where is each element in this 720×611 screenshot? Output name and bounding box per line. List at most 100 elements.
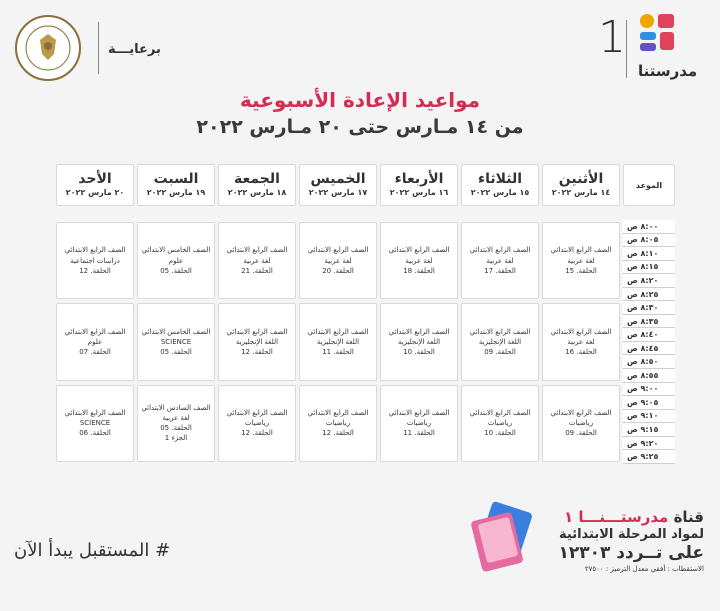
lesson-cell: الصف الرابع الابتدائي لغة عربية الحلقة. 20 bbox=[299, 222, 377, 300]
page-subtitle: من ١٤ مـارس حتى ٢٠ مـارس ٢٠٢٢ bbox=[196, 116, 524, 138]
lesson-cell: الصف الرابع الابتدائي رياضيات الحلقة. 10 bbox=[461, 384, 539, 462]
lesson-line: الحلقة. 16 bbox=[565, 347, 597, 356]
lesson-line: الحلقة. 12 bbox=[241, 429, 273, 438]
lesson-cell: الصف الخامس الابتدائي علوم الحلقة. 05 bbox=[137, 222, 215, 300]
lesson-line: الحلقة. 11 bbox=[403, 429, 435, 438]
day-date: ١٤ مارس ٢٠٢٢ bbox=[551, 187, 611, 197]
lesson-cell: الصف الرابع الابتدائي علوم الحلقة. 07 bbox=[56, 303, 134, 381]
page-title: مواعيد الإعادة الأسبوعية bbox=[239, 88, 481, 112]
lesson-cell: الصف الرابع الابتدائي رياضيات الحلقة. 09 bbox=[542, 384, 620, 462]
lesson-cell: الصف الرابع الابتدائي لغة عربية الحلقة. 17 bbox=[461, 222, 539, 300]
logo-blocks-icon bbox=[640, 14, 688, 54]
lesson-cell: الصف الرابع الابتدائي اللغة الإنجليزية الح… bbox=[461, 303, 539, 381]
lesson-line: الحلقة. 20 bbox=[322, 266, 354, 275]
schedule-table: الموعد الأثنين ١٤ مارس ٢٠٢٢ الثلاثاء ١٥ مار… bbox=[56, 164, 675, 464]
lesson-line: اللغة الإنجليزية bbox=[478, 337, 522, 346]
sponsor-divider bbox=[98, 22, 99, 74]
lesson-line: الصف الرابع الابتدائي bbox=[64, 246, 126, 255]
lesson-line: الحلقة. 12 bbox=[241, 347, 273, 356]
lesson-line: الصف الرابع الابتدائي bbox=[388, 408, 450, 417]
lesson-line: علوم bbox=[87, 337, 103, 346]
sponsor-block: برعايـــة bbox=[12, 14, 192, 84]
lesson-line: رياضيات bbox=[325, 419, 351, 428]
day-name: السبت bbox=[153, 171, 199, 188]
lesson-line: الجزء 1 bbox=[164, 434, 188, 443]
day-date: ٢٠ مارس ٢٠٢٢ bbox=[65, 187, 125, 197]
lesson-line: الصف الرابع الابتدائي bbox=[307, 408, 369, 417]
lesson-line: رياضيات bbox=[568, 419, 594, 428]
lesson-cell: الصف الرابع الابتدائي لغة عربية الحلقة. 16 bbox=[542, 303, 620, 381]
lesson-cell: الصف الرابع الابتدائي اللغة الإنجليزية الح… bbox=[218, 303, 296, 381]
lesson-cell: الصف الرابع الابتدائي رياضيات الحلقة. 12 bbox=[299, 384, 377, 462]
reception-info: الاستقطاب : أفقي معدل الترميز : ٢٧٥٠٠ bbox=[584, 565, 704, 573]
day-date: ١٩ مارس ٢٠٢٢ bbox=[146, 187, 206, 197]
lesson-cell: الصف السادس الابتدائي لغة عربية الحلقة. 05… bbox=[137, 384, 215, 462]
lesson-line: الصف الرابع الابتدائي bbox=[388, 246, 450, 255]
day-name: الخميس bbox=[310, 171, 366, 188]
day-date: ١٨ مارس ٢٠٢٢ bbox=[227, 187, 287, 197]
lesson-line: لغة عربية bbox=[567, 256, 595, 265]
lesson-line: الصف الرابع الابتدائي bbox=[550, 246, 612, 255]
lesson-line: الحلقة. 12 bbox=[79, 266, 111, 275]
time-slot: ٨:٠٥ ص bbox=[623, 233, 675, 248]
lesson-line: الحلقة. 09 bbox=[484, 347, 516, 356]
lesson-line: الصف الرابع الابتدائي bbox=[550, 408, 612, 417]
lesson-cell: الصف الرابع الابتدائي لغة عربية الحلقة. 15 bbox=[542, 222, 620, 300]
lesson-line: رياضيات bbox=[406, 419, 432, 428]
lesson-line: الصف الرابع الابتدائي bbox=[226, 246, 288, 255]
lesson-line: الصف الرابع الابتدائي bbox=[226, 408, 288, 417]
lesson-line: لغة عربية bbox=[243, 256, 271, 265]
lesson-line: الصف الرابع الابتدائي bbox=[469, 246, 531, 255]
channel-name: مدرستـــنـــا ١ bbox=[563, 508, 669, 526]
sponsor-label: برعايـــة bbox=[108, 42, 161, 57]
lesson-line: الحلقة. 07 bbox=[79, 347, 111, 356]
time-slot: ٩:١٥ ص bbox=[623, 423, 675, 437]
day-header: الأربعاء ١٦ مارس ٢٠٢٢ bbox=[380, 164, 458, 206]
day-name: الأربعاء bbox=[394, 171, 444, 188]
lesson-line: الصف الرابع الابتدائي bbox=[307, 327, 369, 336]
lesson-line: اللغة الإنجليزية bbox=[316, 337, 360, 346]
time-slot: ٩:٢٠ ص bbox=[623, 436, 675, 451]
lesson-line: لغة عربية bbox=[567, 337, 595, 346]
day-date: ١٧ مارس ٢٠٢٢ bbox=[308, 187, 368, 197]
day-name: الجمعة bbox=[234, 171, 280, 188]
lesson-line: دراسات اجتماعية bbox=[70, 256, 120, 265]
lesson-cell: الصف الرابع الابتدائي رياضيات الحلقة. 11 bbox=[380, 384, 458, 462]
time-slot: ٨:٠٠ ص bbox=[623, 220, 675, 234]
day-date: ١٦ مارس ٢٠٢٢ bbox=[389, 187, 449, 197]
time-slot: ٩:٠٥ ص bbox=[623, 396, 675, 410]
madrasatona-logo: 1 مدرستنا bbox=[598, 14, 698, 88]
day-header: الأثنين ١٤ مارس ٢٠٢٢ bbox=[542, 164, 620, 206]
time-slot: ٨:١٠ ص bbox=[623, 247, 675, 261]
lesson-cell: الصف الخامس الابتدائي SCIENCE الحلقة. 05 bbox=[137, 303, 215, 381]
channel-number: 1 bbox=[598, 12, 626, 63]
time-column-header: الموعد bbox=[623, 164, 675, 206]
lesson-cell: الصف الرابع الابتدائي SCIENCE الحلقة. 06 bbox=[56, 384, 134, 462]
time-slot: ٨:١٥ ص bbox=[623, 260, 675, 275]
lesson-line: لغة عربية bbox=[324, 256, 352, 265]
lesson-line: الحلقة. 15 bbox=[565, 266, 597, 275]
lesson-line: اللغة الإنجليزية bbox=[397, 337, 441, 346]
lesson-line: الحلقة. 06 bbox=[79, 429, 111, 438]
channel-prefix: قناة bbox=[673, 508, 704, 526]
time-slot: ٨:٤٥ ص bbox=[623, 341, 675, 356]
lesson-line: لغة عربية bbox=[486, 256, 514, 265]
time-slot: ٨:٥٠ ص bbox=[623, 355, 675, 370]
time-slot: ٨:٣٥ ص bbox=[623, 314, 675, 329]
lesson-line: الحلقة. 21 bbox=[241, 266, 273, 275]
day-header: السبت ١٩ مارس ٢٠٢٢ bbox=[137, 164, 215, 206]
logo-divider bbox=[626, 20, 627, 78]
lesson-line: الحلقة. 09 bbox=[565, 429, 597, 438]
lesson-line: الصف الرابع الابتدائي bbox=[550, 327, 612, 336]
day-header: الأحد ٢٠ مارس ٢٠٢٢ bbox=[56, 164, 134, 206]
time-slot: ٩:١٠ ص bbox=[623, 409, 675, 424]
lesson-line: علوم bbox=[168, 256, 184, 265]
lesson-line: لغة عربية bbox=[162, 414, 190, 423]
ministry-seal-icon bbox=[15, 15, 81, 81]
lesson-line: الحلقة. 05 bbox=[160, 347, 192, 356]
time-slot: ٩:٠٠ ص bbox=[623, 382, 675, 397]
lesson-line: الصف الرابع الابتدائي bbox=[469, 408, 531, 417]
day-header: الثلاثاء ١٥ مارس ٢٠٢٢ bbox=[461, 164, 539, 206]
lesson-cell: الصف الرابع الابتدائي لغة عربية الحلقة. 18 bbox=[380, 222, 458, 300]
